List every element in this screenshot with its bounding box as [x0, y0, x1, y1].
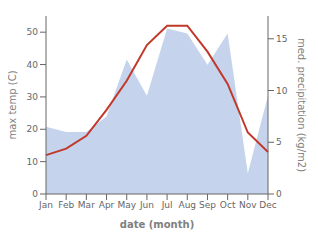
- svg-text:Feb: Feb: [58, 200, 74, 210]
- svg-text:5: 5: [276, 137, 282, 147]
- svg-text:Oct: Oct: [220, 200, 236, 210]
- svg-text:Nov: Nov: [239, 200, 257, 210]
- svg-text:50: 50: [27, 27, 39, 37]
- svg-text:Jul: Jul: [161, 200, 173, 210]
- svg-text:med. precipitation (kg/m2): med. precipitation (kg/m2): [296, 38, 307, 172]
- svg-text:Dec: Dec: [259, 200, 276, 210]
- svg-text:May: May: [117, 200, 136, 210]
- svg-text:20: 20: [27, 124, 39, 134]
- svg-text:max temp (C): max temp (C): [8, 70, 18, 139]
- svg-text:0: 0: [276, 189, 282, 199]
- svg-text:15: 15: [276, 34, 287, 44]
- svg-text:Mar: Mar: [78, 200, 95, 210]
- svg-text:date (month): date (month): [120, 219, 194, 230]
- svg-text:Aug: Aug: [178, 200, 196, 210]
- svg-text:Apr: Apr: [99, 200, 115, 210]
- svg-text:0: 0: [32, 189, 38, 199]
- svg-text:Jan: Jan: [38, 200, 53, 210]
- svg-text:10: 10: [276, 86, 288, 96]
- svg-text:10: 10: [27, 157, 39, 167]
- svg-text:40: 40: [27, 60, 39, 70]
- svg-text:Jun: Jun: [139, 200, 154, 210]
- svg-text:Sep: Sep: [199, 200, 216, 210]
- svg-text:30: 30: [27, 92, 39, 102]
